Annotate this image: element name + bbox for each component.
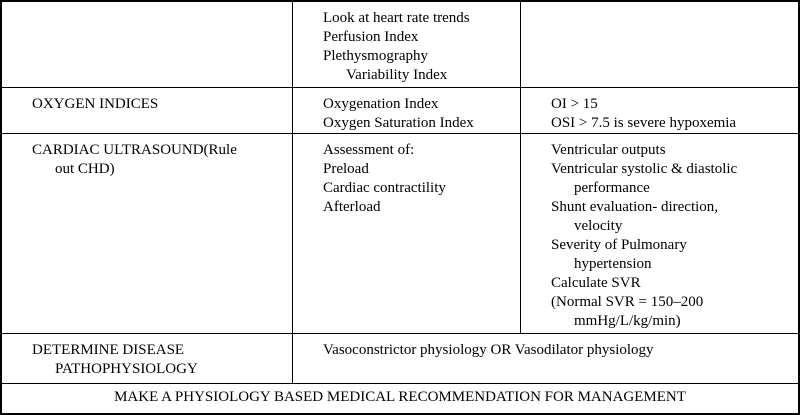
text-line: Look at heart rate trends <box>323 10 470 26</box>
cell-cardiac-assessment: Assessment of: Preload Cardiac contracti… <box>293 134 521 334</box>
text-line: Oxygen Saturation Index <box>323 115 474 131</box>
text-line: Variability Index <box>346 67 448 83</box>
text-line: Ventricular outputs <box>551 142 666 158</box>
cell-pathophysiology-options: Vasoconstrictor physiology OR Vasodilato… <box>293 334 798 384</box>
table-row: MAKE A PHYSIOLOGY BASED MEDICAL RECOMMEN… <box>2 384 798 413</box>
cell-empty-right <box>521 2 798 88</box>
text-line: DETERMINE DISEASE <box>32 342 185 358</box>
text-line: Assessment of: <box>323 142 415 158</box>
text-line: OSI > 7.5 is severe hypoxemia <box>551 115 737 131</box>
text-line: Cardiac contractility <box>323 180 446 196</box>
text-line: Shunt evaluation- direction, <box>551 199 719 215</box>
text-line: CARDIAC ULTRASOUND(Rule <box>32 142 237 158</box>
text-line: hypertension <box>574 256 652 272</box>
text-line: Oxygenation Index <box>323 96 439 112</box>
table-row: DETERMINE DISEASE PATHOPHYSIOLOGY Vasoco… <box>2 334 798 384</box>
text-line: Plethysmography <box>323 48 428 64</box>
cell-oxygen-indices-criteria: OI > 15 OSI > 7.5 is severe hypoxemia <box>521 88 798 134</box>
cell-cardiac-findings: Ventricular outputs Ventricular systolic… <box>521 134 798 334</box>
text-line: MAKE A PHYSIOLOGY BASED MEDICAL RECOMMEN… <box>114 389 686 405</box>
cell-oxygen-indices-tools: Oxygenation Index Oxygen Saturation Inde… <box>293 88 521 134</box>
text-line: Calculate SVR <box>551 275 641 291</box>
text-line: velocity <box>574 218 623 234</box>
text-line: OI > 15 <box>551 96 598 112</box>
text-line: out CHD) <box>55 161 115 177</box>
text-line: Perfusion Index <box>323 29 419 45</box>
cell-final-recommendation: MAKE A PHYSIOLOGY BASED MEDICAL RECOMMEN… <box>2 384 798 413</box>
text-line: Afterload <box>323 199 381 215</box>
cell-cardiac-ultrasound-label: CARDIAC ULTRASOUND(Rule out CHD) <box>2 134 293 334</box>
text-line: Preload <box>323 161 369 177</box>
text-line: Vasoconstrictor physiology OR Vasodilato… <box>323 342 654 358</box>
text-line: mmHg/L/kg/min) <box>574 313 681 329</box>
cell-monitoring-tools: Look at heart rate trends Perfusion Inde… <box>293 2 521 88</box>
text-line: Ventricular systolic & diastolic <box>551 161 738 177</box>
text-line: performance <box>574 180 650 196</box>
text-line: PATHOPHYSIOLOGY <box>55 361 198 377</box>
text-line: (Normal SVR = 150–200 <box>551 294 704 310</box>
table-row: Look at heart rate trends Perfusion Inde… <box>2 2 798 88</box>
cell-determine-pathophysiology-label: DETERMINE DISEASE PATHOPHYSIOLOGY <box>2 334 293 384</box>
table-row: CARDIAC ULTRASOUND(Rule out CHD) Assessm… <box>2 134 798 334</box>
cell-empty-left <box>2 2 293 88</box>
table-row: OXYGEN INDICES Oxygenation Index Oxygen … <box>2 88 798 134</box>
text-line: OXYGEN INDICES <box>32 96 159 112</box>
text-line: Severity of Pulmonary <box>551 237 687 253</box>
cell-oxygen-indices-label: OXYGEN INDICES <box>2 88 293 134</box>
